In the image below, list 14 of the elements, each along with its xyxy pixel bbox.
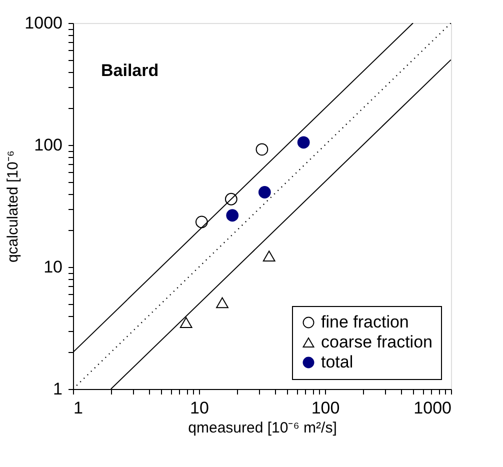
legend-label: total	[321, 352, 354, 372]
x-tick-label: 1000	[414, 398, 452, 418]
y-tick-label: 1000	[24, 14, 62, 32]
x-tick-label: 100	[311, 398, 340, 418]
x-axis-title: qmeasured [10⁻⁶ m²/s]	[188, 420, 337, 436]
y-tick-label: 100	[34, 136, 62, 154]
legend-label: coarse fraction	[321, 332, 432, 352]
x-tick-label: 1	[74, 398, 83, 418]
x-tick-label: 10	[190, 398, 209, 418]
y-tick-label: 10	[44, 258, 62, 276]
y-tick-label: 1	[53, 380, 62, 398]
annotation: Bailard	[101, 61, 159, 80]
y-axis-title: qcalculated [10⁻⁶	[4, 150, 22, 263]
legend-label: fine fraction	[321, 312, 409, 332]
